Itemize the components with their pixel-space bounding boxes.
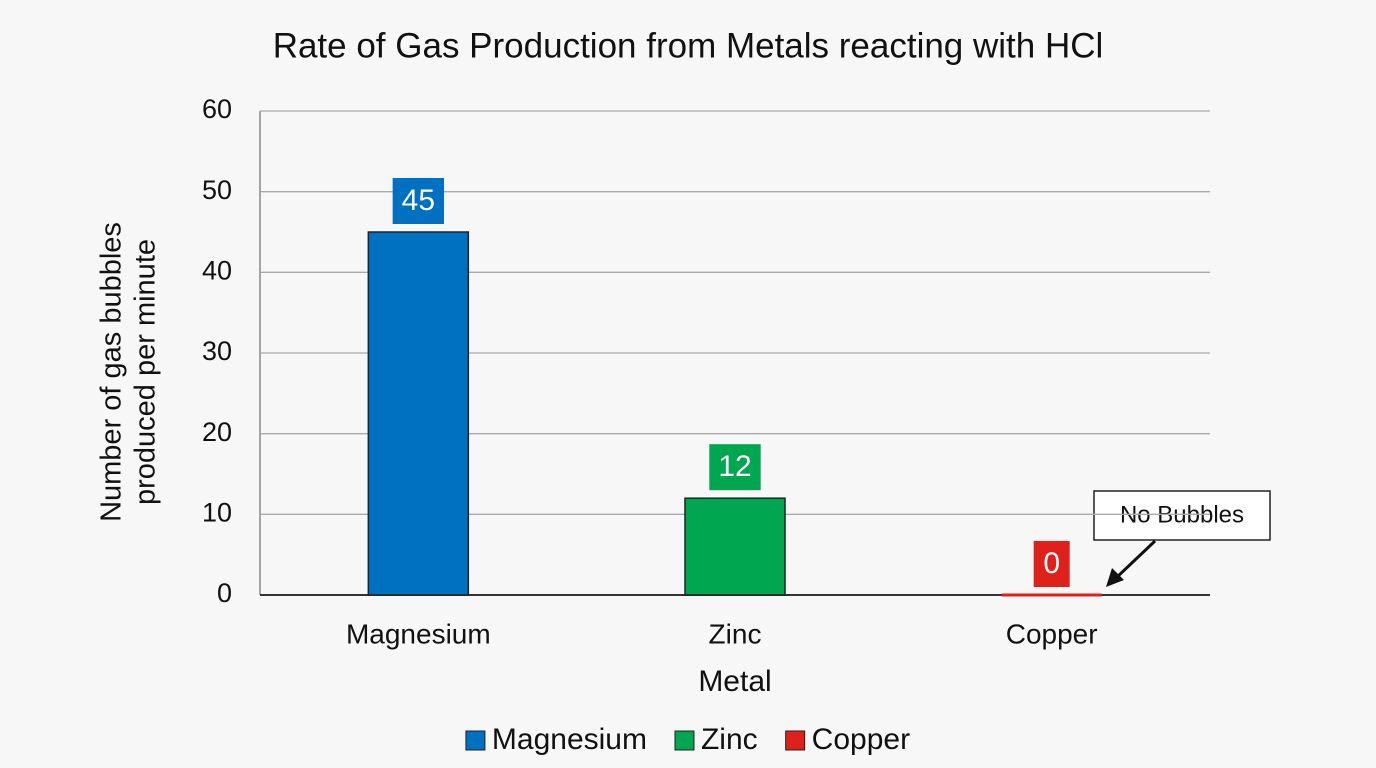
y-tick-label: 50 [202,175,232,205]
y-tick-label: 60 [202,94,232,124]
chart-title: Rate of Gas Production from Metals react… [273,26,1104,65]
legend-label: Zinc [701,723,758,756]
data-label-box [1033,541,1070,587]
legend-label: Copper [812,723,910,756]
y-tick-label: 40 [202,255,232,285]
y-tick-label: 0 [217,578,232,608]
y-tick-label: 10 [202,497,232,527]
data-label-box [709,444,761,491]
x-tick-label: Zinc [709,618,762,649]
data-label: 12 [718,450,751,483]
bar [684,497,786,596]
data-label: 45 [402,184,435,217]
y-axis-title: Number of gas bubbles produced per minut… [96,222,162,522]
y-tick-label: 20 [202,417,232,447]
data-label-box [392,178,445,224]
annotation: No Bubbles [1093,490,1271,587]
y-axis-title-line: produced per minute [130,239,162,505]
y-tick-label: 30 [202,336,232,366]
x-axis-title: Metal [698,665,771,698]
data-label: 0 [1043,547,1060,580]
bar [367,231,470,596]
legend-swatch [465,730,486,751]
legend: Magnesium Zinc Copper [465,723,910,756]
y-axis-title-line: Number of gas bubbles [96,222,128,522]
annotation-arrowhead [1106,568,1124,587]
legend-swatch [674,730,695,751]
legend-label: Magnesium [492,723,647,756]
x-tick-label: Copper [1006,618,1098,649]
x-tick-label: Magnesium [346,618,491,649]
annotation-box [1093,490,1271,541]
annotation-arrow [1114,539,1157,580]
legend-swatch [785,730,806,751]
bar [1001,593,1102,597]
